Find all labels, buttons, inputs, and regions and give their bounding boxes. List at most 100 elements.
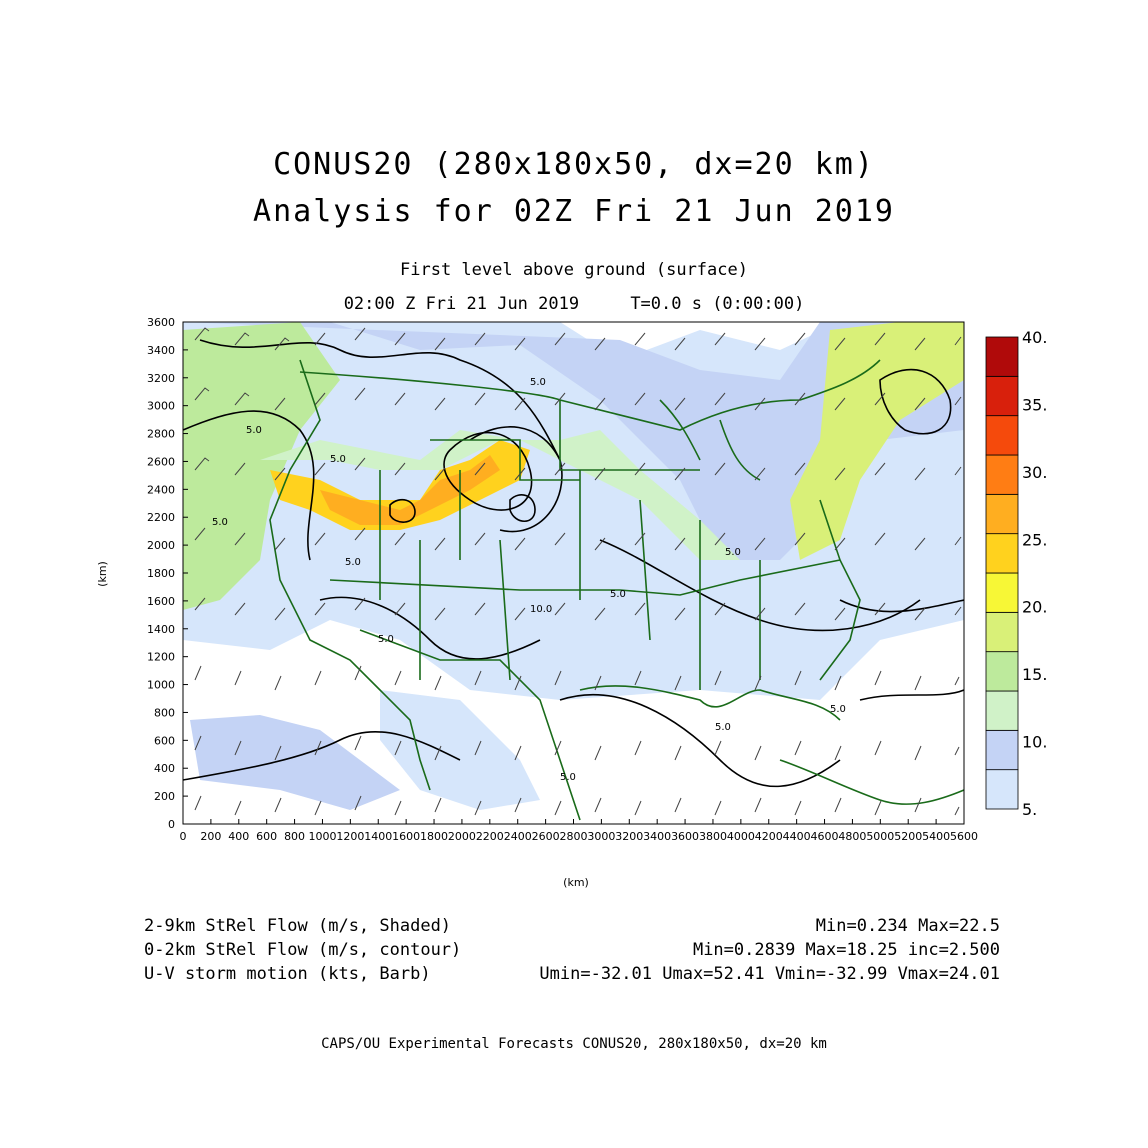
shaded-field	[183, 322, 964, 810]
y-tick-label: 2400	[147, 483, 175, 496]
x-tick-label: 5000	[866, 830, 894, 843]
level-label: First level above ground (surface)	[400, 260, 748, 280]
x-tick-label: 3400	[643, 830, 671, 843]
contour-label: 5.0	[212, 517, 228, 528]
wind-barbs	[194, 327, 962, 816]
colorbar: 5. 10. 15. 20. 25. 30. 35. 40.	[985, 328, 1047, 819]
x-axis: 0 200 400 600 800 1000 1200 1400 1600 1800 2000 220…	[180, 819, 978, 843]
x-tick-label: 1600	[392, 830, 420, 843]
x-tick-label: 5200	[894, 830, 922, 843]
contour-field-label: 0-2km StRel Flow (m/s, contour)	[144, 940, 462, 960]
contour-label-group: 5.0 5.0 5.0 5.0 5.0 5.0 10.0 5.0 5.0 5.0…	[212, 377, 846, 783]
y-tick-label: 2600	[147, 455, 175, 468]
x-axis-label: (km)	[563, 876, 589, 889]
x-tick-label: 800	[284, 830, 305, 843]
x-tick-label: 2800	[560, 830, 588, 843]
colorbar-label: 20.	[1022, 598, 1047, 617]
contour-label: 5.0	[725, 547, 741, 558]
contour-label: 5.0	[715, 722, 731, 733]
contour-label: 5.0	[330, 454, 346, 465]
x-tick-label: 400	[228, 830, 249, 843]
y-tick-label: 0	[168, 818, 175, 831]
x-tick-label: 4600	[811, 830, 839, 843]
title-line-2: Analysis for 02Z Fri 21 Jun 2019	[253, 194, 895, 229]
y-tick-label: 2200	[147, 511, 175, 524]
colorbar-segment	[985, 493, 1019, 535]
colorbar-label: 15.	[1022, 665, 1047, 684]
colorbar-segment	[985, 533, 1019, 574]
barb-field-label: U-V storm motion (kts, Barb)	[144, 964, 431, 984]
valid-time: 02:00 Z Fri 21 Jun 2019	[343, 294, 580, 314]
x-tick-label: 2200	[476, 830, 504, 843]
x-tick-label: 3000	[587, 830, 615, 843]
contour-label: 5.0	[378, 634, 394, 645]
x-tick-label: 1000	[308, 830, 336, 843]
y-axis: 0 200 400 600 800 1000 1200 1400 1600 1800 2000 220…	[147, 316, 188, 831]
x-tick-label: 5400	[922, 830, 950, 843]
y-tick-label: 3400	[147, 344, 175, 357]
contour-label: 5.0	[560, 772, 576, 783]
y-tick-label: 600	[154, 734, 175, 747]
colorbar-segment	[985, 651, 1019, 692]
x-tick-label: 2000	[448, 830, 476, 843]
x-tick-label: 4200	[755, 830, 783, 843]
x-tick-label: 4000	[727, 830, 755, 843]
y-tick-label: 3200	[147, 372, 175, 385]
forecast-time: T=0.0 s (0:00:00)	[630, 294, 805, 314]
contour-label: 5.0	[246, 425, 262, 436]
x-tick-label: 4400	[783, 830, 811, 843]
barb-field-stats: Umin=-32.01 Umax=52.41 Vmin=-32.99 Vmax=…	[539, 964, 1000, 984]
colorbar-label: 25.	[1022, 530, 1047, 549]
x-tick-label: 2400	[504, 830, 532, 843]
colorbar-label: 40.	[1022, 328, 1047, 347]
x-tick-label: 600	[256, 830, 277, 843]
contour-label: 5.0	[345, 557, 361, 568]
y-tick-label: 3000	[147, 400, 175, 413]
x-tick-label: 0	[180, 830, 187, 843]
shaded-field-stats: Min=0.234 Max=22.5	[815, 916, 1000, 936]
colorbar-segment	[985, 611, 1019, 653]
colorbar-label: 35.	[1022, 395, 1047, 414]
colorbar-label: 30.	[1022, 463, 1047, 482]
footer-credit: CAPS/OU Experimental Forecasts CONUS20, …	[321, 1036, 827, 1052]
colorbar-segment	[985, 572, 1019, 613]
x-tick-label: 3600	[671, 830, 699, 843]
colorbar-segment	[985, 729, 1019, 771]
x-tick-label: 2600	[532, 830, 560, 843]
contour-label: 5.0	[830, 704, 846, 715]
contour-label: 10.0	[530, 604, 552, 615]
colorbar-segment	[985, 769, 1019, 810]
contour-field-stats: Min=0.2839 Max=18.25 inc=2.500	[692, 940, 1000, 960]
y-axis-label: (km)	[96, 561, 109, 587]
map-borders	[269, 359, 964, 821]
x-tick-label: 4800	[838, 830, 866, 843]
x-tick-label: 1400	[364, 830, 392, 843]
x-tick-label: 1800	[420, 830, 448, 843]
x-tick-label: 3800	[699, 830, 727, 843]
x-tick-label: 200	[200, 830, 221, 843]
map-plot-area: 5.0 5.0 5.0 5.0 5.0 5.0 10.0 5.0 5.0 5.0…	[183, 322, 964, 824]
colorbar-label: 10.	[1022, 733, 1047, 752]
x-tick-label: 3200	[615, 830, 643, 843]
y-tick-label: 2800	[147, 428, 175, 441]
x-tick-label: 1200	[336, 830, 364, 843]
y-tick-label: 1800	[147, 567, 175, 580]
contour-label: 5.0	[530, 377, 546, 388]
colorbar-segment	[985, 415, 1019, 456]
y-tick-label: 3600	[147, 316, 175, 329]
x-tick-label: 5600	[950, 830, 978, 843]
shaded-field-label: 2-9km StRel Flow (m/s, Shaded)	[144, 916, 452, 936]
time-row: 02:00 Z Fri 21 Jun 2019 T=0.0 s (0:00:00…	[0, 294, 1148, 314]
y-tick-label: 2000	[147, 539, 175, 552]
title-line-1: CONUS20 (280x180x50, dx=20 km)	[273, 147, 875, 182]
y-tick-label: 1600	[147, 595, 175, 608]
colorbar-segment	[985, 690, 1019, 731]
colorbar-label: 5.	[1022, 800, 1037, 819]
colorbar-segment	[985, 375, 1019, 417]
y-tick-label: 1400	[147, 623, 175, 636]
colorbar-segment	[985, 454, 1019, 495]
y-tick-label: 200	[154, 790, 175, 803]
y-tick-label: 400	[154, 762, 175, 775]
y-tick-label: 1200	[147, 651, 175, 664]
